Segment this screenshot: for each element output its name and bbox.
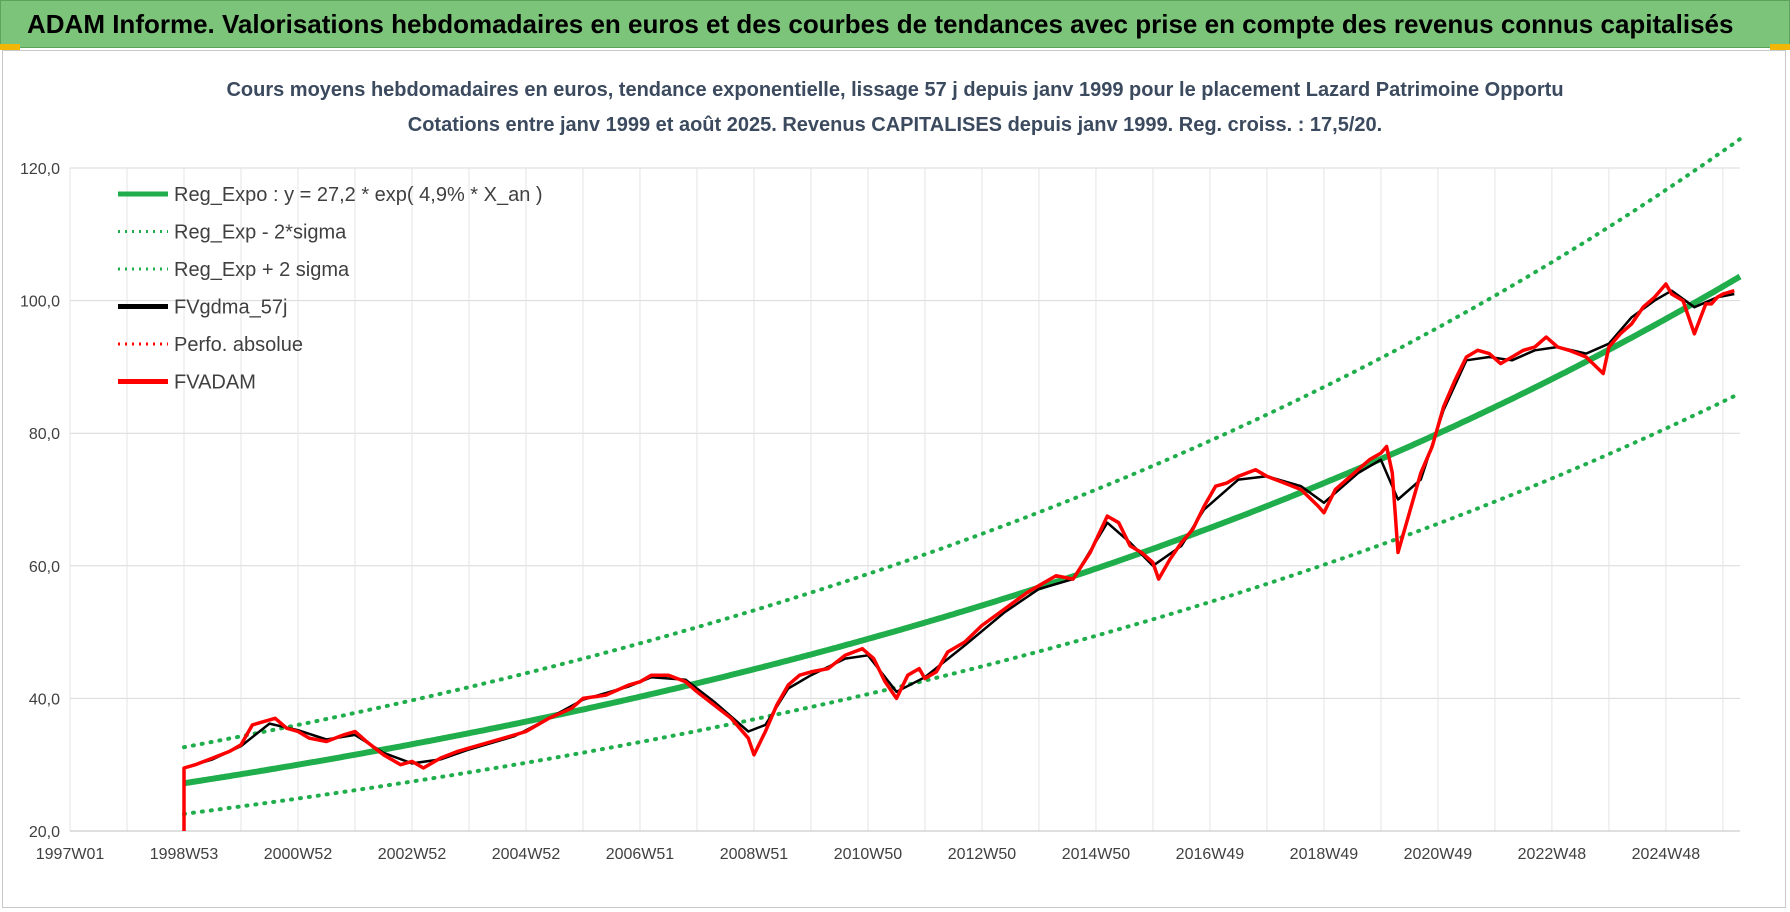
x-tick-label: 2000W52 xyxy=(264,846,333,863)
series-layer xyxy=(182,137,1742,831)
legend-label: Reg_Expo : y = 27,2 * exp( 4,9% * X_an ) xyxy=(174,184,543,206)
y-tick-label: 100,0 xyxy=(20,294,60,311)
legend: Reg_Expo : y = 27,2 * exp( 4,9% * X_an )… xyxy=(118,184,543,394)
chart-subtitle: Cotations entre janv 1999 et août 2025. … xyxy=(408,114,1382,136)
legend-label: Perfo. absolue xyxy=(174,334,303,356)
corner-mark-right xyxy=(1770,44,1790,50)
x-tick-label: 2010W50 xyxy=(834,846,903,863)
y-tick-label: 40,0 xyxy=(29,691,60,708)
legend-label: Reg_Exp - 2*sigma xyxy=(174,222,347,244)
reg-exp-plus-2sigma-line xyxy=(182,137,1742,750)
header-banner: ADAM Informe. Valorisations hebdomadaire… xyxy=(0,0,1790,48)
legend-label: FVgdma_57j xyxy=(174,297,287,319)
legend-label: FVADAM xyxy=(174,372,256,394)
reg-expo-line xyxy=(183,273,1742,787)
x-tick-label: 2024W48 xyxy=(1632,846,1701,863)
x-tick-label: 2020W49 xyxy=(1404,846,1473,863)
legend-label: Reg_Exp + 2 sigma xyxy=(174,259,350,281)
y-axis-ticks: 20,0 40,0 60,0 80,0 100,0 120,0 xyxy=(20,161,60,841)
y-tick-label: 120,0 xyxy=(20,161,60,178)
x-tick-label: 2008W51 xyxy=(720,846,789,863)
x-tick-label: 2012W50 xyxy=(948,846,1017,863)
x-tick-label: 2018W49 xyxy=(1290,846,1359,863)
x-tick-label: 1998W53 xyxy=(150,846,219,863)
grid xyxy=(69,167,1740,832)
x-tick-label: 2002W52 xyxy=(378,846,447,863)
x-tick-label: 2006W51 xyxy=(606,846,675,863)
series-fvadam-line xyxy=(182,282,1735,831)
x-tick-label: 2016W49 xyxy=(1176,846,1245,863)
x-tick-label: 2004W52 xyxy=(492,846,561,863)
x-tick-label: 2022W48 xyxy=(1518,846,1587,863)
y-tick-label: 60,0 xyxy=(29,559,60,576)
x-tick-label: 1997W01 xyxy=(36,846,105,863)
x-axis-ticks: 1997W01 1998W53 2000W52 2002W52 2004W52 2006W… xyxy=(36,846,1700,863)
x-tick-label: 2014W50 xyxy=(1062,846,1131,863)
chart-title: Cours moyens hebdomadaires en euros, ten… xyxy=(226,79,1563,101)
banner-title: ADAM Informe. Valorisations hebdomadaire… xyxy=(27,9,1734,39)
chart-frame xyxy=(2,50,1786,908)
y-tick-label: 80,0 xyxy=(29,426,60,443)
y-tick-label: 20,0 xyxy=(29,824,60,841)
reg-exp-minus-2sigma-line xyxy=(182,391,1742,816)
corner-mark-left xyxy=(0,44,20,50)
